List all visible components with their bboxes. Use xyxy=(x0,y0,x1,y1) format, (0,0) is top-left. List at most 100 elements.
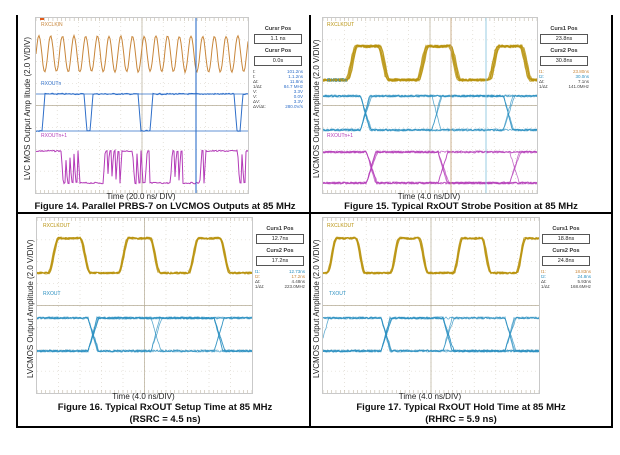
figure-17-channel-label-2: TXOUT xyxy=(329,291,346,297)
readout-value: 24.8ns xyxy=(577,274,591,279)
rxoutn1-eye-trace xyxy=(323,149,537,185)
rxclkout-trace xyxy=(37,236,252,275)
figure-17-cursor1-value: 18.8ns xyxy=(542,234,590,244)
readout-value: 17.2ns xyxy=(291,274,305,279)
readout-value: 11.8ns xyxy=(289,79,303,84)
figure-14-y-axis-label: LVC MOS Output Amp litude (2.0 V/DIV) xyxy=(23,36,32,180)
readout-value: 4.48ns xyxy=(291,279,305,284)
rxout-eye-trace xyxy=(37,316,252,353)
rxoutn1-trace xyxy=(36,148,248,185)
readout-key: t1: xyxy=(541,269,547,274)
readout-row: t2: 24.8ns xyxy=(540,274,592,279)
figure-14-caption: Figure 14. Parallel PRBS-7 on LVCMOS Out… xyxy=(34,201,296,212)
frame-center-divider xyxy=(309,15,311,427)
figure-16-cursor1-value: 12.7ns xyxy=(256,234,304,244)
figure-17-waveforms xyxy=(323,218,539,393)
readout-row: t: 1.1.2ns xyxy=(252,74,304,79)
figure-14-cursor1-value: 1.1 ns xyxy=(254,34,302,44)
figure-16-waveforms xyxy=(37,218,252,393)
figure-16-cursor2-label: Curs2 Pos xyxy=(266,248,294,254)
figure-15-y-axis-label: LVCMOS Output Amplitude (2.0 V/DIV) xyxy=(312,39,321,178)
readout-row: t: 101.2ns xyxy=(252,69,304,74)
figure-16-caption-subtitle: (RSRC = 4.5 ns) xyxy=(129,414,201,425)
figure-14-cursor1-label: Cursr Pos xyxy=(264,26,292,32)
figure-16-cursor-panel: Curs1 Pos 12.7ns Curs2 Pos 17.2ns t1: 12.… xyxy=(254,222,306,289)
figure-14-channel-label-1: RXCLKIN xyxy=(41,22,63,28)
figure-14-x-axis-label: Time (20.0 ns/ DIV) xyxy=(106,192,176,201)
figure-16-readout-table: t1: 12.73ns t2: 17.2ns Δt: 4.48ns 1/Δt: 223.… xyxy=(254,269,306,289)
readout-value: 3.3V xyxy=(293,99,303,104)
readout-value: 30.0ns xyxy=(575,74,589,79)
figure-15-channel-label-2: RXOUTn xyxy=(327,78,348,84)
figure-17-readout-table: t1: 18.83ns t2: 24.8ns Δt: 5.93ns 1/Δt: 168.… xyxy=(540,269,592,289)
figure-17-cursor2-label: Curs2 Pos xyxy=(552,248,580,254)
readout-row: 1/Δt: 84.7 MHz xyxy=(252,84,304,89)
figure-14-cursor-panel: Cursr Pos 1.1 ns Cursr Pos 0.0s t: 101.2n… xyxy=(252,22,304,109)
readout-key: t2: xyxy=(255,274,261,279)
figure-14-cursor2-label: Cursr Pos xyxy=(264,48,292,54)
figure-17-cursor2-value: 24.8ns xyxy=(542,256,590,266)
readout-row: t1: 12.73ns xyxy=(254,269,306,274)
readout-key: ΔV/Δt: xyxy=(253,104,266,109)
figure-14-waveforms xyxy=(36,18,248,193)
figure-14-cursor2-value: 0.0s xyxy=(254,56,302,66)
figure-14-scope-plot: RXCLKIN RXOUTn RXOUTn+1 xyxy=(35,17,249,194)
trigger-marker xyxy=(40,18,44,20)
readout-row: V: 0.0V xyxy=(252,94,304,99)
figure-15-cursor2-label: Curs2 Pos xyxy=(550,48,578,54)
rxoutn-eye-trace xyxy=(323,94,537,132)
readout-value: 7.1ns xyxy=(577,79,589,84)
figure-17-x-axis-label: Time (4.0 ns/DIV) xyxy=(398,392,462,401)
readout-row: t2: 17.2ns xyxy=(254,274,306,279)
rxclkout-trace xyxy=(323,236,539,275)
readout-value: 23.80ns xyxy=(572,69,589,74)
readout-value: 223.0MHz xyxy=(284,284,305,289)
figure-14-readout-table: t: 101.2ns t: 1.1.2ns Δt: 11.8ns 1/Δt: 84.7 … xyxy=(252,69,304,109)
readout-value: 12.73ns xyxy=(288,269,305,274)
readout-row: t1: 23.80ns xyxy=(538,69,590,74)
figure-15-cursor1-value: 23.8ns xyxy=(540,34,588,44)
rxclkin-trace xyxy=(36,33,248,75)
readout-value: 18.83ns xyxy=(574,269,591,274)
rxclkout-trace xyxy=(323,44,537,83)
figure-17-cursor1-label: Curs1 Pos xyxy=(552,226,580,232)
figure-15-waveforms xyxy=(323,18,537,193)
figure-17-y-axis-label: LVCMOS Output Amplitude (2.0 V/DIV) xyxy=(312,239,321,378)
readout-key: 1/Δt: xyxy=(255,284,265,289)
readout-row: Δt: 4.48ns xyxy=(254,279,306,284)
readout-row: t2: 30.0ns xyxy=(538,74,590,79)
readout-value: 101.2ns xyxy=(286,69,303,74)
readout-key: Δt: xyxy=(539,79,545,84)
figure-16-cursor2-value: 17.2ns xyxy=(256,256,304,266)
readout-key: Δt: xyxy=(255,279,261,284)
readout-value: 5.93ns xyxy=(577,279,591,284)
readout-value: 168.6MHz xyxy=(570,284,591,289)
readout-value: 0.0V xyxy=(293,94,303,99)
readout-key: 1/Δt: xyxy=(541,284,551,289)
frame-left-border xyxy=(16,15,18,427)
readout-row: 1/Δt: 168.6MHz xyxy=(540,284,592,289)
frame-bottom-border xyxy=(16,426,613,428)
readout-value: 84.7 MHz xyxy=(283,84,303,89)
readout-row: Δt: 7.1ns xyxy=(538,79,590,84)
figure-15-channel-label-1: RXCLKOUT xyxy=(327,22,355,28)
figure-17-cursor-panel: Curs1 Pos 18.8ns Curs2 Pos 24.8ns t1: 18.… xyxy=(540,222,592,289)
readout-value: 1.1.2ns xyxy=(288,74,303,79)
figure-15-cursor-panel: Curs1 Pos 23.8ns Curs2 Pos 30.8ns t1: 23.… xyxy=(538,22,590,89)
rxoutn-eye-trace xyxy=(323,94,537,132)
rxoutn-eye-trace xyxy=(323,94,537,132)
figure-17-scope-plot: RXCLKOUT TXOUT xyxy=(322,217,540,394)
readout-key: Δt: xyxy=(253,79,259,84)
readout-key: t: xyxy=(253,69,256,74)
readout-key: t2: xyxy=(539,74,545,79)
readout-row: ΔV/Δt: 280.0V/s xyxy=(252,104,304,109)
readout-row: V: 3.3V xyxy=(252,89,304,94)
figure-14-channel-label-2: RXOUTn xyxy=(41,81,62,87)
figure-16-y-axis-label: LVCMOS Output Amplitude (2.0 V/DIV) xyxy=(26,239,35,378)
readout-key: 1/Δt: xyxy=(539,84,549,89)
figure-16-channel-label-1: RXCLKOUT xyxy=(43,223,71,229)
figure-16-scope-plot: RXCLKOUT RXOUT xyxy=(36,217,253,394)
rxclkout-trace xyxy=(37,236,252,275)
figure-17-caption-subtitle: (RHRC = 5.9 ns) xyxy=(425,414,497,425)
figure-16-cursor1-label: Curs1 Pos xyxy=(266,226,294,232)
